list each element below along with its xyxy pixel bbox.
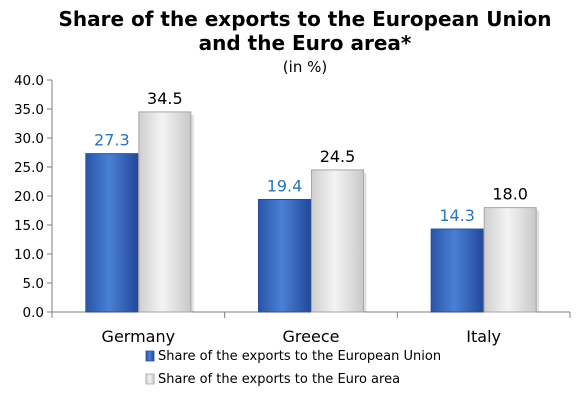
legend: Share of the exports to the European Uni… <box>145 349 441 387</box>
legend-label: Share of the exports to the European Uni… <box>158 349 441 364</box>
chart-title-line2: and the Euro area* <box>199 31 412 55</box>
bar-greece-series-2 <box>311 169 364 313</box>
bar-italy-series-1 <box>430 228 484 313</box>
axes: 0.0 5.0 10.0 15.0 20.0 25.0 30.0 35.0 40.0 German… <box>14 73 571 346</box>
y-tick-label: 40.0 <box>14 73 44 89</box>
x-category-label: Greece <box>283 327 340 346</box>
y-tick-label: 20.0 <box>14 189 44 205</box>
data-label: 19.4 <box>267 176 303 195</box>
legend-swatch <box>145 350 155 362</box>
bar-germany-series-2 <box>138 111 192 313</box>
legend-swatch <box>145 373 155 385</box>
x-category-label: Germany <box>102 327 176 346</box>
bar-germany-series-1 <box>85 153 139 313</box>
chart-subtitle: (in %) <box>283 58 327 76</box>
x-category-label: Italy <box>466 327 501 346</box>
data-label: 27.3 <box>94 131 130 150</box>
chart-title: Share of the exports to the European Uni… <box>58 7 551 31</box>
data-label: 34.5 <box>147 89 183 108</box>
y-tick-label: 25.0 <box>14 160 44 176</box>
data-label: 24.5 <box>320 147 356 166</box>
y-tick-label: 30.0 <box>14 131 44 147</box>
data-label: 14.3 <box>439 206 475 225</box>
y-tick-label: 0.0 <box>23 305 44 321</box>
y-tick-label: 15.0 <box>14 218 44 234</box>
legend-label: Share of the exports to the Euro area <box>158 372 400 387</box>
bars: 27.3 34.5 19.4 24.5 14.3 18.0 <box>85 89 540 313</box>
data-label: 18.0 <box>492 185 528 204</box>
y-tick-label: 35.0 <box>14 102 44 118</box>
bar-italy-series-2 <box>483 207 537 313</box>
y-tick-label: 10.0 <box>14 247 44 263</box>
y-tick-label: 5.0 <box>23 276 44 292</box>
bar-greece-series-1 <box>258 198 311 313</box>
